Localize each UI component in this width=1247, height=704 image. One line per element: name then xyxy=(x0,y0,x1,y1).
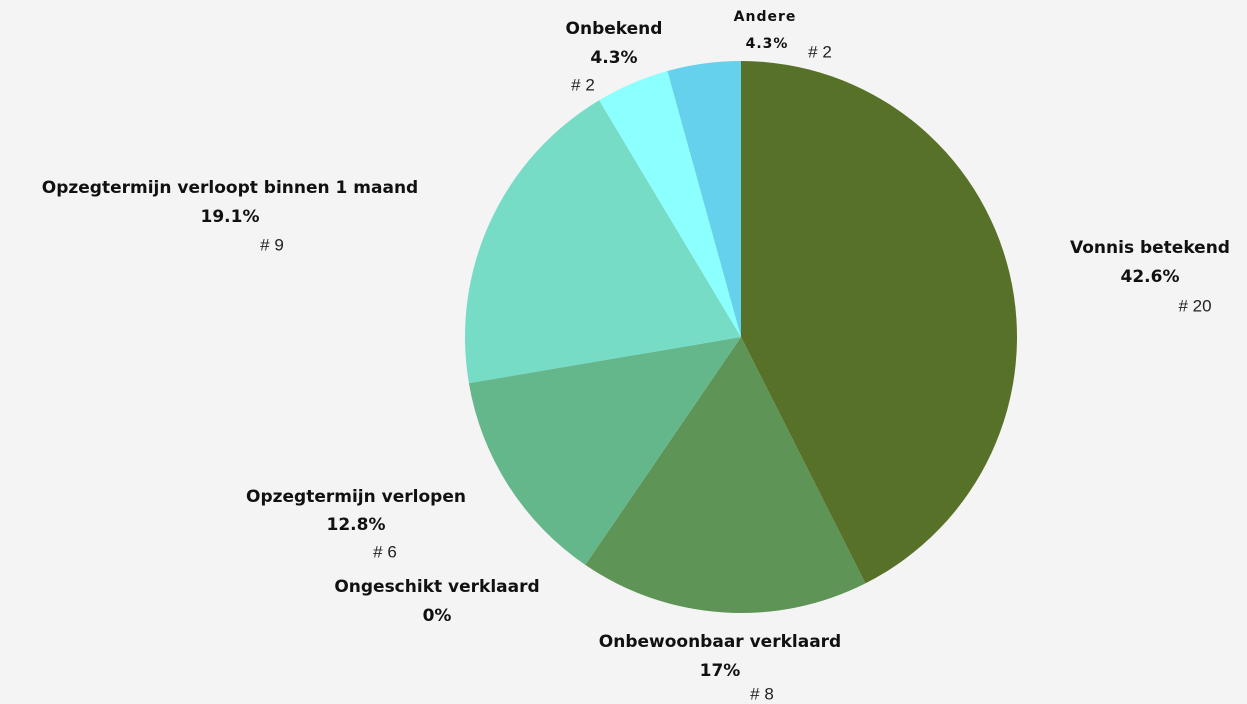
slice-label: Andere xyxy=(734,9,797,25)
pie-slice xyxy=(741,61,1017,584)
slice-count: # 6 xyxy=(373,542,397,561)
slice-count: # 20 xyxy=(1178,296,1211,315)
pie-slice xyxy=(599,70,741,337)
slice-percent: 17% xyxy=(700,661,741,681)
pie-slice xyxy=(464,100,741,384)
slice-label: Onbekend xyxy=(566,19,663,39)
slice-count: # 8 xyxy=(750,684,774,703)
slice-percent: 42.6% xyxy=(1121,267,1180,287)
pie-slice xyxy=(468,337,741,565)
slice-label: Opzegtermijn verlopen xyxy=(246,487,466,507)
pie-slice xyxy=(667,61,741,337)
slice-label: Opzegtermijn verloopt binnen 1 maand xyxy=(42,178,418,198)
slice-count: # 2 xyxy=(808,42,832,61)
slice-count: # 9 xyxy=(260,235,284,254)
slice-label: Vonnis betekend xyxy=(1070,238,1230,258)
slice-percent: 4.3% xyxy=(746,36,789,52)
slice-percent: 12.8% xyxy=(327,515,386,535)
slice-count: # 2 xyxy=(571,75,595,94)
slice-label: Onbewoonbaar verklaard xyxy=(599,632,841,652)
pie-slice xyxy=(585,337,866,613)
slice-label: Ongeschikt verklaard xyxy=(334,577,539,597)
slice-percent: 4.3% xyxy=(590,48,637,68)
slice-percent: 0% xyxy=(423,606,452,626)
slice-percent: 19.1% xyxy=(201,207,260,227)
